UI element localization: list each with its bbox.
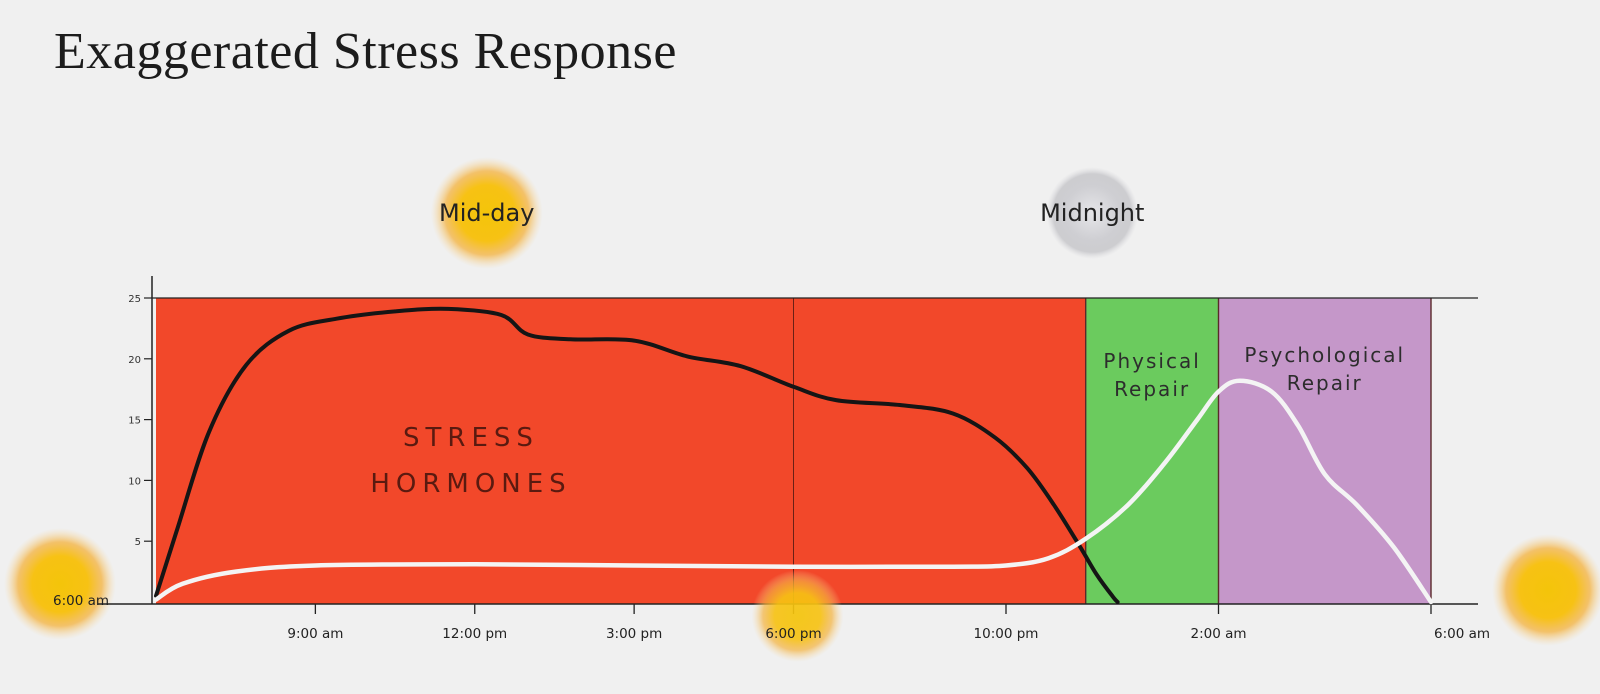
region-label-1-line-0: Physical bbox=[1103, 349, 1200, 373]
sun-icon bbox=[1492, 534, 1600, 646]
x-tick-label: 3:00 pm bbox=[606, 626, 662, 642]
x-tick-label: 9:00 am bbox=[287, 626, 343, 642]
y-tick-label: 15 bbox=[128, 416, 141, 427]
region-label-0-line-0: STRESS bbox=[403, 423, 539, 453]
x-tick-label: 2:00 am bbox=[1190, 626, 1246, 642]
x-tick-label: 6:00 am bbox=[1434, 626, 1490, 642]
x-tick-label: 10:00 pm bbox=[974, 626, 1039, 642]
region-1 bbox=[1085, 298, 1219, 604]
y-tick-label: 25 bbox=[128, 294, 141, 305]
y-tick-label: 5 bbox=[135, 537, 141, 548]
stress-hormone-curve bbox=[154, 306, 1120, 604]
region-label-1-line-1: Repair bbox=[1114, 377, 1190, 401]
marker-label-mid-day: Mid-day bbox=[439, 199, 534, 227]
moon-icon bbox=[1046, 167, 1139, 259]
sun-icon bbox=[4, 528, 116, 640]
y-tick-label: 20 bbox=[128, 355, 141, 366]
region-label-0-line-1: HORMONES bbox=[370, 469, 571, 499]
page-title: Exaggerated Stress Response bbox=[54, 23, 677, 80]
repair-hormone-curve bbox=[153, 378, 1434, 605]
x-tick-label: 12:00 pm bbox=[442, 626, 507, 642]
region-label-2-line-0: Psychological bbox=[1244, 343, 1405, 367]
x-tick-label: 6:00 pm bbox=[765, 626, 821, 642]
sun-icon bbox=[430, 157, 543, 269]
y-tick-label: 10 bbox=[128, 476, 141, 487]
marker-label-midnight: Midnight bbox=[1040, 199, 1144, 227]
region-label-2-line-1: Repair bbox=[1287, 371, 1363, 395]
sun-icon bbox=[751, 570, 844, 662]
x-tick-label: 6:00 am bbox=[53, 593, 109, 609]
region-0 bbox=[156, 298, 1086, 604]
